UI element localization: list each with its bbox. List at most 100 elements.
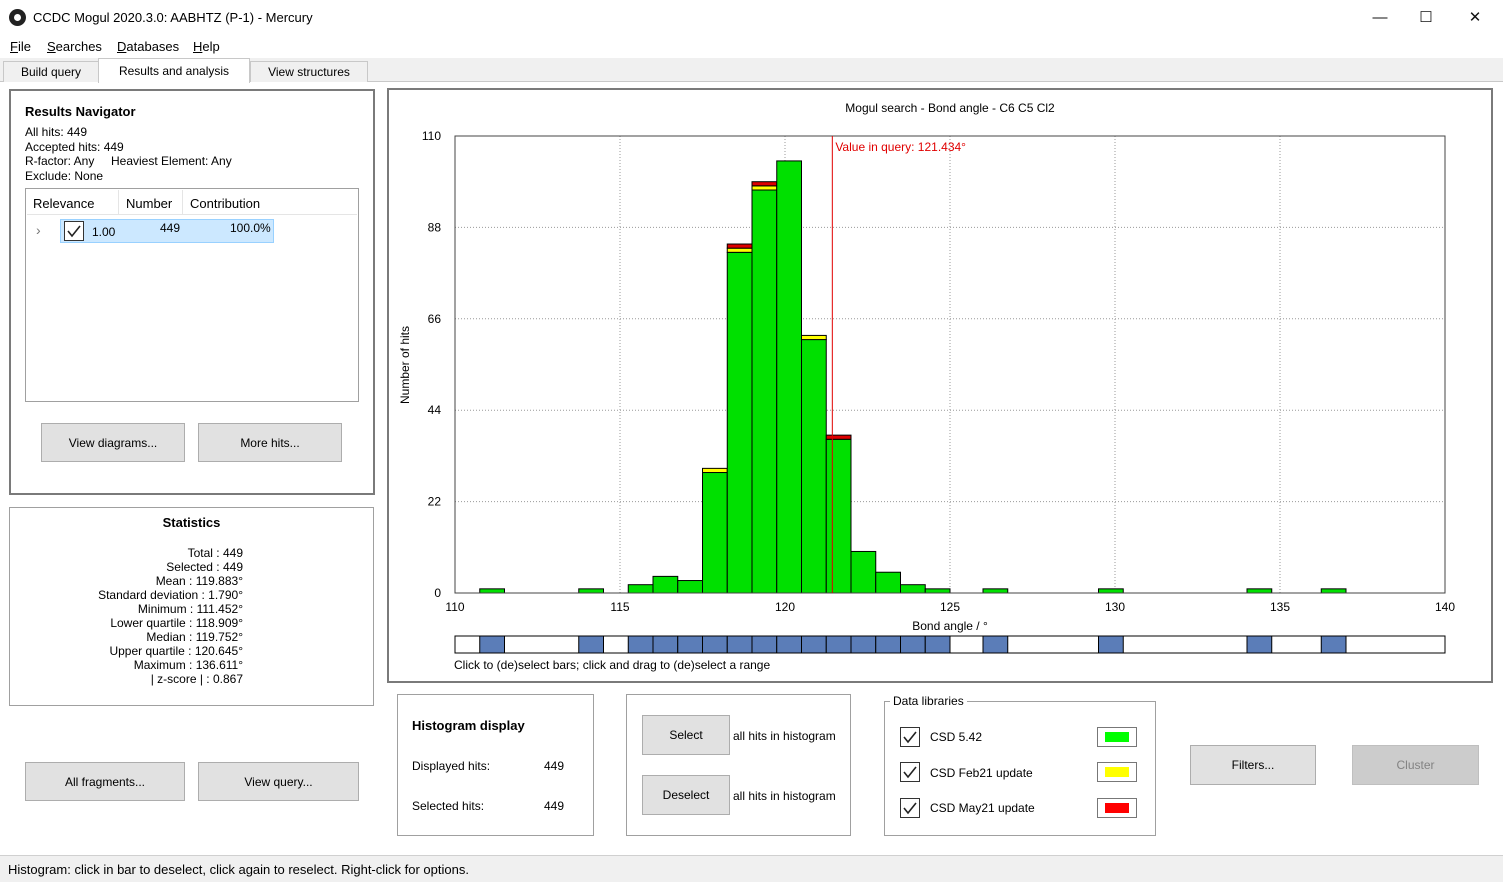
selector-cell[interactable]: [1098, 635, 1124, 654]
selector-cell[interactable]: [850, 635, 877, 654]
library-checkbox-csd[interactable]: [900, 727, 920, 747]
histogram-bar[interactable]: [776, 160, 802, 594]
selector-cell[interactable]: [677, 635, 703, 654]
histogram-bar[interactable]: [924, 588, 951, 594]
range-selector[interactable]: [454, 635, 1446, 654]
histogram-bar[interactable]: [1098, 588, 1124, 594]
stat-zscore: | z-score | : 0.867: [150, 672, 243, 686]
status-bar: [0, 855, 1503, 882]
histogram-bar[interactable]: [702, 467, 728, 474]
histogram-bar[interactable]: [726, 243, 753, 249]
selector-cell[interactable]: [825, 635, 852, 654]
histogram-bar[interactable]: [751, 185, 778, 191]
stat-lower-quartile: Lower quartile : 118.909°: [110, 616, 243, 630]
data-libraries-title: Data libraries: [890, 694, 967, 708]
histogram-bar[interactable]: [825, 438, 852, 594]
status-text: Histogram: click in bar to deselect, cli…: [8, 862, 469, 877]
y-tick-label: 110: [422, 129, 441, 143]
histogram-bar[interactable]: [627, 584, 654, 594]
histogram-bar[interactable]: [652, 575, 679, 594]
app-icon: [9, 9, 26, 26]
histogram-bar[interactable]: [479, 588, 505, 594]
row-checkbox[interactable]: [64, 221, 84, 241]
histogram-bar[interactable]: [801, 334, 827, 341]
histogram-bar[interactable]: [726, 247, 753, 253]
menu-databases[interactable]: Databases: [117, 39, 180, 54]
histogram-chart[interactable]: Mogul search - Bond angle - C6 C5 Cl2 Nu…: [389, 90, 1491, 681]
more-hits-button[interactable]: More hits...: [198, 423, 342, 462]
tab-view-structures[interactable]: View structures: [250, 61, 368, 82]
checkmark-icon: [903, 802, 917, 815]
selector-cell[interactable]: [875, 635, 901, 654]
histogram-bar[interactable]: [702, 472, 728, 594]
selector-cell[interactable]: [578, 635, 604, 654]
selector-cell[interactable]: [924, 635, 951, 654]
histogram-bar[interactable]: [1246, 588, 1273, 594]
menu-file[interactable]: File: [10, 39, 31, 54]
accepted-hits-text: Accepted hits: 449: [25, 140, 124, 154]
view-diagrams-button[interactable]: View diagrams...: [41, 423, 185, 462]
selector-cell[interactable]: [652, 635, 679, 654]
minimize-button[interactable]: —: [1372, 8, 1388, 26]
view-query-button[interactable]: View query...: [198, 762, 359, 801]
col-divider: [118, 190, 119, 214]
chevron-right-icon[interactable]: ›: [36, 222, 41, 238]
col-number[interactable]: Number: [126, 196, 173, 211]
library-color-csd[interactable]: [1097, 727, 1137, 747]
maximize-button[interactable]: ☐: [1419, 9, 1433, 26]
menu-help[interactable]: Help: [193, 39, 220, 54]
table-row[interactable]: [60, 219, 274, 243]
close-button[interactable]: ✕: [1468, 9, 1482, 26]
selector-cell[interactable]: [1246, 635, 1273, 654]
histogram-bar[interactable]: [751, 181, 778, 187]
bars[interactable]: [479, 160, 1347, 594]
histogram-bar[interactable]: [825, 434, 852, 440]
histogram-bar[interactable]: [875, 571, 901, 594]
library-color-feb21[interactable]: [1097, 762, 1137, 782]
selector-cell[interactable]: [751, 635, 778, 654]
select-button[interactable]: Select: [642, 715, 730, 755]
col-contribution[interactable]: Contribution: [190, 196, 261, 211]
histogram-bar[interactable]: [726, 251, 753, 594]
selector-cell[interactable]: [801, 635, 827, 654]
filters-button[interactable]: Filters...: [1190, 745, 1316, 785]
menu-bar: [0, 36, 1503, 58]
histogram-bar[interactable]: [850, 550, 877, 594]
library-label-csd: CSD 5.42: [930, 730, 983, 744]
selector-cell[interactable]: [900, 635, 926, 654]
window-title: CCDC Mogul 2020.3.0: AABHTZ (P-1) - Merc…: [33, 10, 313, 25]
row-number: 449: [160, 221, 181, 235]
histogram-display-panel: [397, 694, 594, 836]
library-checkbox-may21[interactable]: [900, 798, 920, 818]
y-axis-label: Number of hits: [398, 326, 412, 404]
histogram-bar[interactable]: [751, 189, 778, 594]
stat-max: Maximum : 136.611°: [133, 658, 243, 672]
histogram-bar[interactable]: [677, 580, 703, 594]
selector-cell[interactable]: [702, 635, 728, 654]
heaviest-element-text: Heaviest Element: Any: [111, 154, 232, 168]
deselect-button[interactable]: Deselect: [642, 775, 730, 815]
selector-cell[interactable]: [726, 635, 753, 654]
selector-cell[interactable]: [982, 635, 1009, 654]
selector-cell[interactable]: [776, 635, 802, 654]
selector-cell[interactable]: [479, 635, 505, 654]
tab-results-and-analysis[interactable]: Results and analysis: [98, 58, 250, 83]
displayed-hits-value: 449: [544, 759, 565, 773]
selector-cell[interactable]: [627, 635, 654, 654]
histogram-bar[interactable]: [982, 588, 1009, 594]
histogram-bar[interactable]: [900, 584, 926, 594]
selector-cell[interactable]: [1320, 635, 1347, 654]
menu-searches[interactable]: Searches: [47, 39, 102, 54]
histogram-bar[interactable]: [1320, 588, 1347, 594]
histogram-bar[interactable]: [578, 588, 604, 594]
x-tick-label: 140: [1435, 600, 1455, 614]
stat-median: Median : 119.752°: [146, 630, 243, 644]
all-fragments-button[interactable]: All fragments...: [25, 762, 185, 801]
stat-std: Standard deviation : 1.790°: [98, 588, 243, 602]
library-color-may21[interactable]: [1097, 798, 1137, 818]
tab-build-query[interactable]: Build query: [3, 61, 99, 82]
library-checkbox-feb21[interactable]: [900, 762, 920, 782]
histogram-bar[interactable]: [801, 339, 827, 594]
y-tick-label: 88: [428, 220, 442, 234]
col-relevance[interactable]: Relevance: [33, 196, 95, 211]
